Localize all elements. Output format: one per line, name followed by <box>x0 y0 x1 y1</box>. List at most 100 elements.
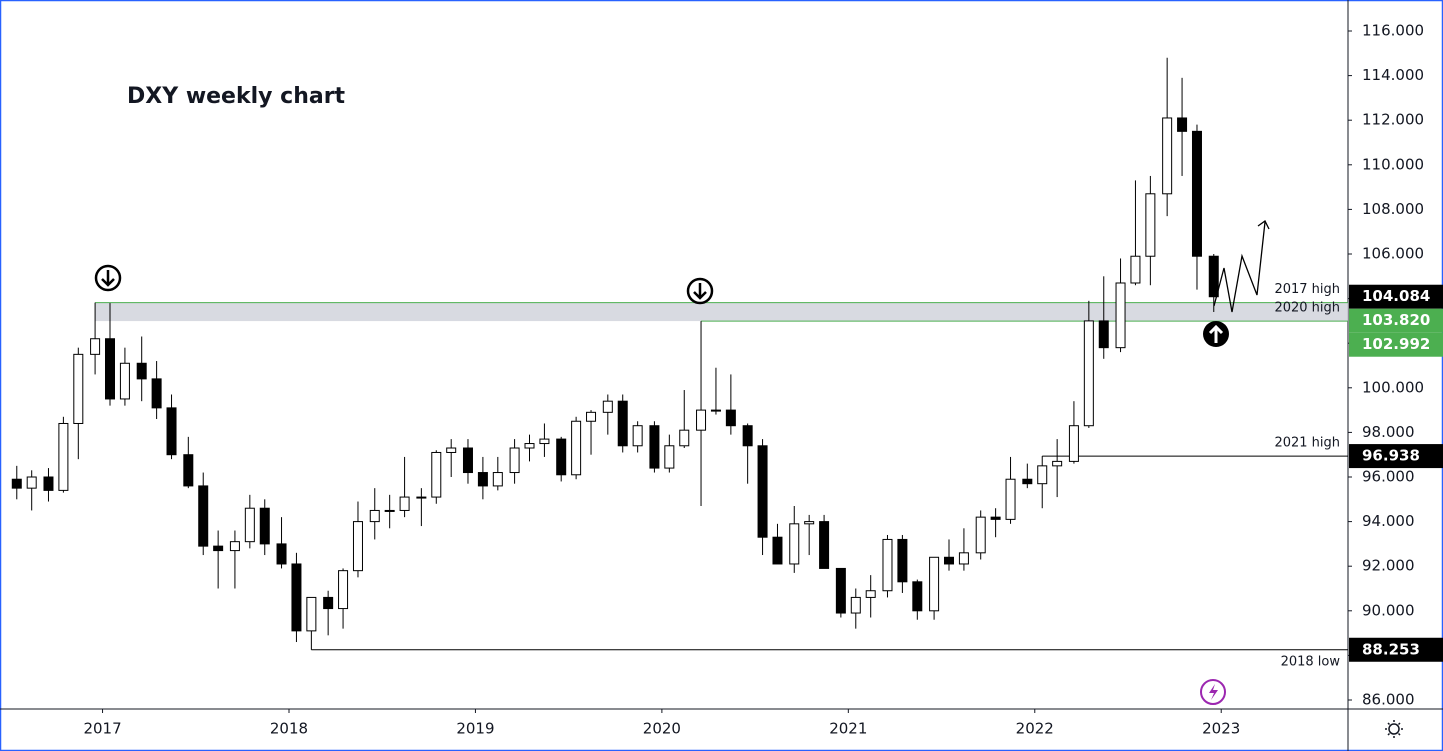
candle-body <box>1115 282 1126 349</box>
y-tick-label: 106.000 <box>1362 245 1424 263</box>
candle-body <box>276 543 287 565</box>
candle-body <box>136 362 147 380</box>
candle-body <box>850 596 861 614</box>
x-tick-label: 2019 <box>456 720 494 738</box>
candle-body <box>789 523 800 565</box>
level-label: 2021 high <box>1274 436 1340 451</box>
y-tick-label: 96.000 <box>1362 468 1415 486</box>
candle-body <box>1130 255 1141 284</box>
candle-body <box>679 429 690 447</box>
candle-body <box>306 596 317 632</box>
candle-body <box>338 570 349 610</box>
candle-body <box>1037 465 1048 485</box>
chart-title: DXY weekly chart <box>127 84 346 109</box>
candle-body <box>742 425 753 447</box>
candle-body <box>244 507 255 543</box>
candle-body <box>352 521 363 572</box>
arrow-up-icon <box>1203 321 1229 347</box>
candle-body <box>259 507 270 545</box>
x-tick-label: 2018 <box>270 720 308 738</box>
candle-body <box>323 596 334 610</box>
candle-body <box>1162 117 1173 195</box>
price-tag-label: 103.820 <box>1362 311 1430 329</box>
candle-body <box>1191 130 1202 257</box>
candle-body <box>477 472 488 487</box>
candle-body <box>804 521 815 525</box>
candle-body <box>586 411 597 422</box>
projection-path <box>1213 221 1266 313</box>
candle-body <box>1083 320 1094 427</box>
price-tag <box>1349 308 1443 333</box>
price-tag-label: 88.253 <box>1362 640 1420 658</box>
settings-icon[interactable] <box>1385 720 1403 738</box>
y-tick-label: 114.000 <box>1362 66 1424 84</box>
candle-body <box>73 353 84 424</box>
candle-body <box>105 338 116 400</box>
price-tag-label: 104.084 <box>1362 287 1430 305</box>
candle-body <box>539 438 550 445</box>
projection-arrowhead <box>1257 220 1270 230</box>
y-tick-label: 98.000 <box>1362 423 1415 441</box>
candle-body <box>369 509 380 523</box>
candle-body <box>975 516 986 554</box>
candle-body <box>617 400 628 447</box>
candle-body <box>416 496 427 499</box>
y-tick-label: 112.000 <box>1362 111 1424 129</box>
y-tick-label: 100.000 <box>1362 378 1424 396</box>
lightning-icon[interactable] <box>1200 679 1226 705</box>
candle-body <box>446 447 457 453</box>
candle-body <box>571 420 582 476</box>
candle-body <box>151 378 162 409</box>
candle-body <box>897 538 908 583</box>
candle-body <box>757 445 768 538</box>
candle-body <box>11 478 22 489</box>
candle-body <box>1098 320 1109 349</box>
candle-body <box>990 516 1001 520</box>
level-label: 2018 low <box>1281 654 1341 669</box>
candle-body <box>602 400 613 413</box>
candle-body <box>819 521 830 569</box>
candle-body <box>1068 425 1079 462</box>
candle-body <box>1145 193 1156 257</box>
x-tick-label: 2023 <box>1202 720 1240 738</box>
candle-body <box>835 567 846 614</box>
candle-body <box>524 443 535 449</box>
candle-body <box>462 447 473 474</box>
candle-body <box>229 541 240 552</box>
candle-body <box>865 590 876 598</box>
candle-body <box>710 409 721 412</box>
candle-body <box>912 581 923 612</box>
price-tag-label: 102.992 <box>1362 335 1430 353</box>
arrow-down-icon <box>94 264 122 292</box>
y-tick-label: 116.000 <box>1362 22 1424 40</box>
arrow-down-icon <box>686 277 714 305</box>
candle-body <box>183 454 194 487</box>
candle-body <box>882 538 893 592</box>
candle-body <box>26 476 37 489</box>
candle-body <box>944 556 955 565</box>
x-tick-label: 2020 <box>643 720 681 738</box>
resistance-zone <box>95 302 1348 322</box>
candle-body <box>384 509 395 512</box>
candle-body <box>509 447 520 474</box>
candle-body <box>696 409 707 431</box>
candle-body <box>166 407 177 456</box>
y-tick-label: 90.000 <box>1362 601 1415 619</box>
level-label: 2020 high <box>1274 301 1340 316</box>
price-tag <box>1349 637 1443 662</box>
candle-body <box>1022 478 1033 485</box>
candle-body <box>664 445 675 469</box>
candle-body <box>1052 460 1063 467</box>
candle-body <box>291 563 302 632</box>
candle-body <box>929 556 940 612</box>
candle-body <box>725 409 736 427</box>
candle-body <box>399 496 410 511</box>
candle-body <box>58 422 69 491</box>
y-tick-label: 110.000 <box>1362 155 1424 173</box>
candle-body <box>431 451 442 498</box>
candle-body <box>958 552 969 565</box>
candle-body <box>43 476 54 491</box>
candle-body <box>90 338 101 355</box>
